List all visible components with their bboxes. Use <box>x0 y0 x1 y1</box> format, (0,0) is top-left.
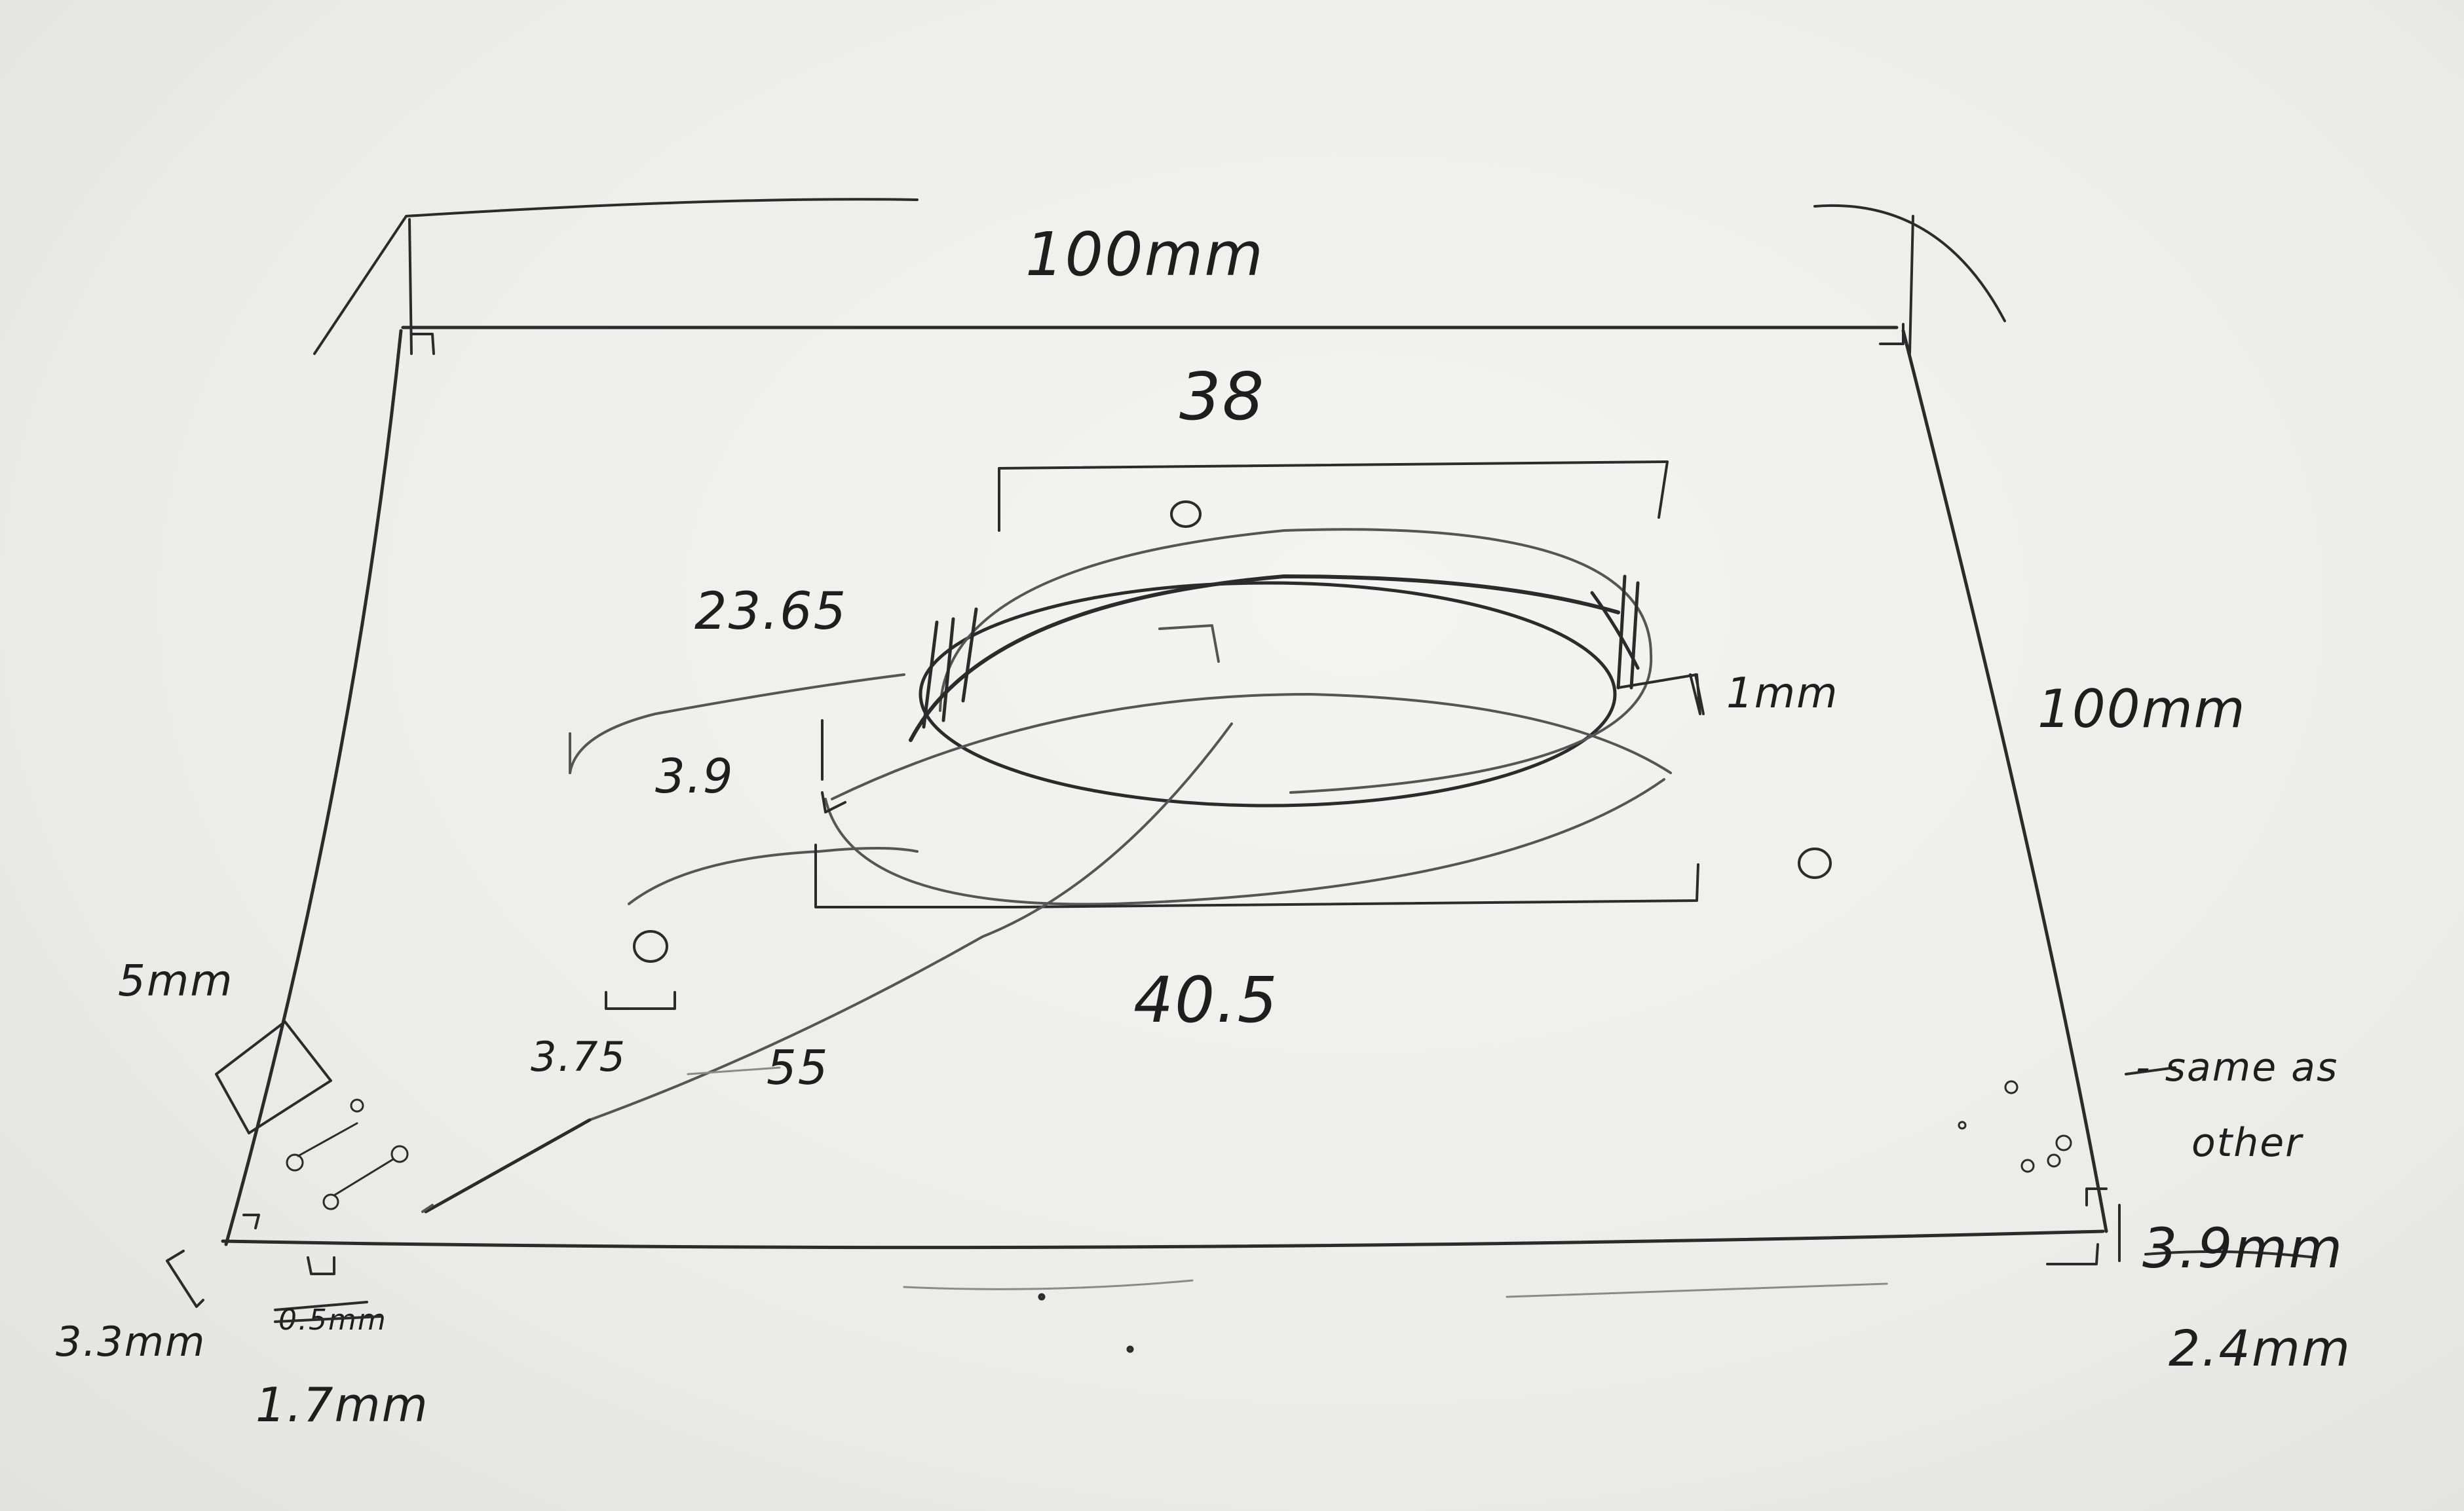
corner-size-label: 5mm <box>118 956 234 1006</box>
top-hole <box>1170 500 1202 528</box>
offset-brackets <box>569 673 1699 908</box>
strike-left <box>274 1315 381 1323</box>
hole-spacing-label: 3.75 <box>531 1033 626 1081</box>
ring-part <box>824 528 1705 906</box>
right-corner-label: 2.4mm <box>2169 1319 2351 1377</box>
plate-outline <box>221 326 2108 1250</box>
inner-width-label: 40.5 <box>1133 963 1279 1037</box>
crossed-right-label: 3.9mm <box>2142 1216 2343 1280</box>
left-hole <box>633 930 668 963</box>
faint-marks <box>687 1066 1888 1353</box>
right-corner-detail <box>1958 1066 2317 1265</box>
diagonal-label: 55 <box>767 1040 829 1095</box>
mounting-holes <box>605 848 1832 1010</box>
inner-offset-label: 3.9 <box>655 749 734 804</box>
outer-width-bracket <box>998 460 1669 532</box>
top-width-label: 100mm <box>1025 219 1264 289</box>
top-width-dimension <box>313 198 2006 355</box>
diagonal-line <box>421 722 1233 1214</box>
outer-width-label: 38 <box>1179 358 1265 435</box>
wall-height-label: 1mm <box>1726 669 1838 718</box>
small-gap-label: 1.7mm <box>256 1377 429 1432</box>
same-as-label-2: other <box>2191 1120 2303 1166</box>
corner-offset-label: 3.3mm <box>56 1318 206 1366</box>
left-corner-detail <box>166 1020 409 1311</box>
same-as-label: - same as <box>2136 1045 2338 1091</box>
outer-diameter-label: 23.65 <box>694 582 847 641</box>
right-height-label: 100mm <box>2038 679 2246 739</box>
right-hole <box>1798 848 1832 879</box>
